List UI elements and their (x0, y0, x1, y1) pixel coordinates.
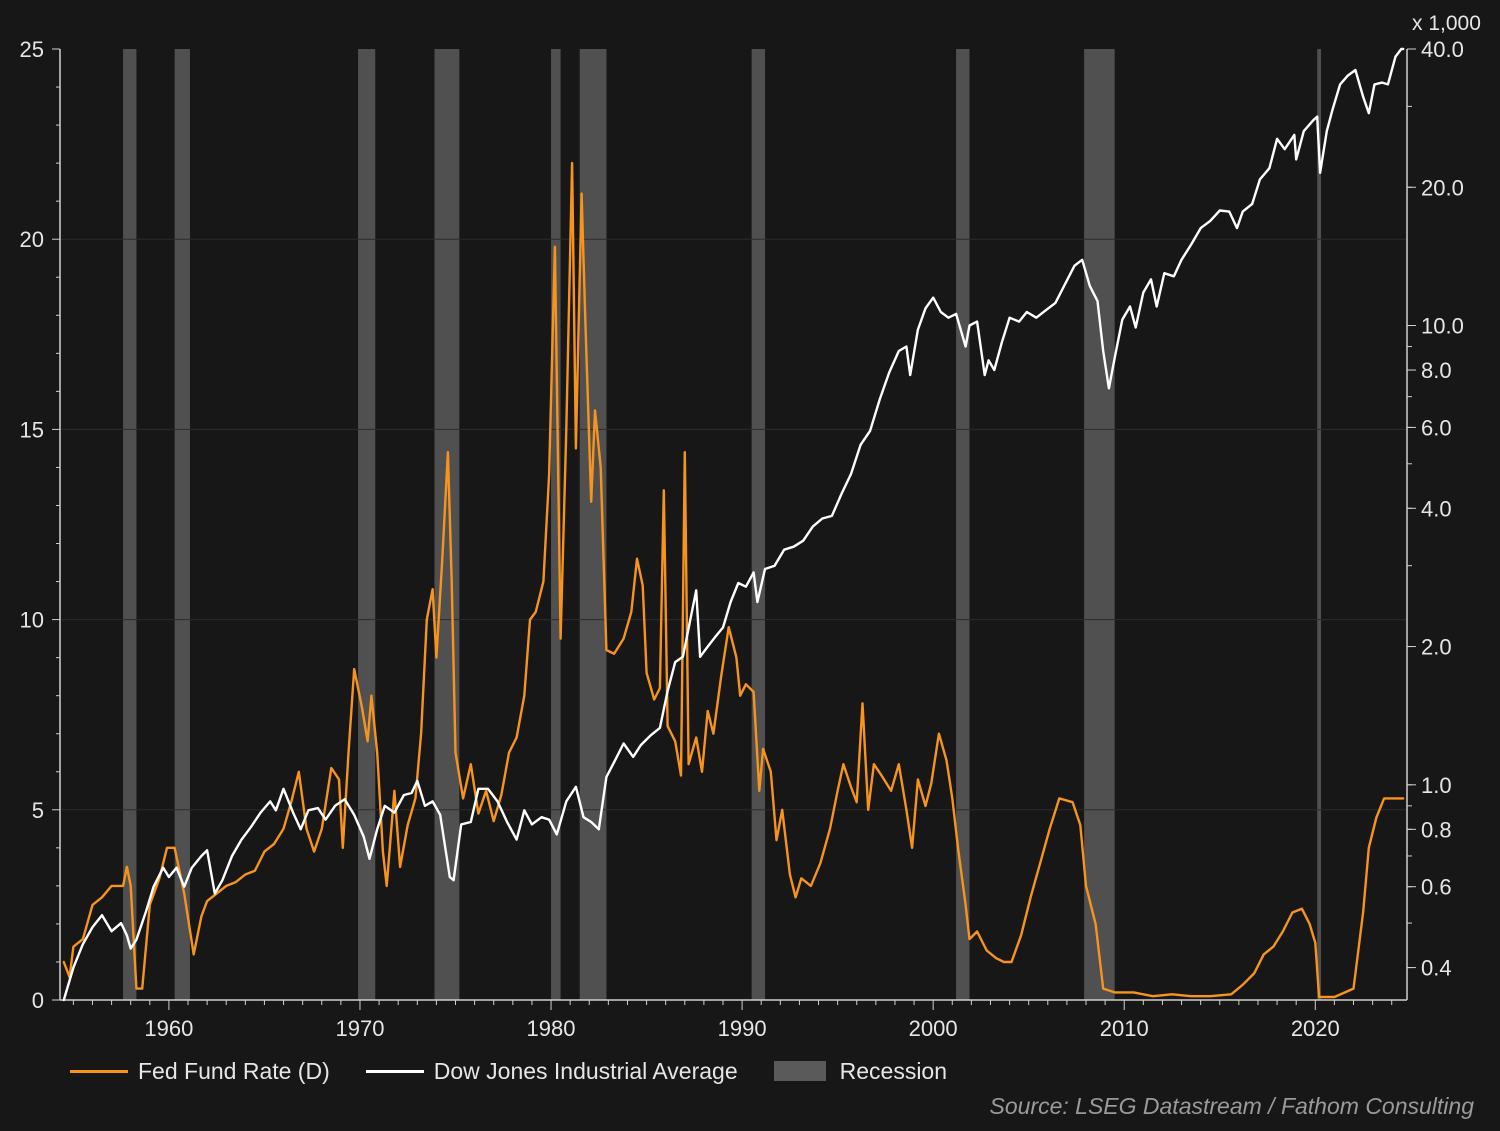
legend-label-recession: Recession (839, 1057, 948, 1084)
source-note: Source: LSEG Datastream / Fathom Consult… (989, 1093, 1475, 1119)
recession-band-0 (123, 49, 137, 1000)
x-tick-label-1980: 1980 (527, 1016, 576, 1041)
right-tick-label-8.0: 8.0 (1421, 358, 1452, 383)
right-tick-label-0.8: 0.8 (1421, 817, 1452, 842)
recession-band-1 (174, 49, 190, 1000)
legend-swatch-recession (773, 1061, 826, 1081)
gridlines (60, 238, 1407, 811)
recession-band-8 (1084, 49, 1115, 1000)
series-dow-jones-line (62, 47, 1405, 1002)
legend-label-fed-funds: Fed Fund Rate (D) (138, 1057, 330, 1084)
x-tick-label-2020: 2020 (1291, 1016, 1340, 1041)
right-tick-label-2.0: 2.0 (1421, 635, 1452, 660)
recession-band-4 (551, 49, 561, 1000)
right-tick-label-20.0: 20.0 (1421, 175, 1464, 200)
recession-band-3 (434, 49, 460, 1000)
left-tick-label-15: 15 (20, 417, 44, 442)
x-tick-label-1990: 1990 (718, 1016, 767, 1041)
left-tick-label-20: 20 (20, 227, 44, 252)
x-tick-label-2000: 2000 (909, 1016, 958, 1041)
recession-band-9 (1317, 49, 1322, 1000)
axes: 0 5 10 15 20 25 0.4 0.6 0.8 1.0 2.0 4.0 6.0 8.0 10.0 20… (20, 37, 1464, 1041)
left-tick-label-10: 10 (20, 608, 44, 633)
x-tick-label-1960: 1960 (144, 1016, 193, 1041)
left-tick-label-5: 5 (32, 798, 44, 823)
right-tick-label-0.6: 0.6 (1421, 875, 1452, 900)
x-tick-label-1970: 1970 (335, 1016, 384, 1041)
legend: Fed Fund Rate (D) Dow Jones Industrial A… (70, 1055, 983, 1087)
recession-bands (123, 49, 1322, 1000)
left-tick-label-25: 25 (20, 37, 44, 62)
series-fed-funds-line (62, 161, 1405, 999)
legend-label-dow-jones: Dow Jones Industrial Average (433, 1057, 738, 1084)
recession-band-6 (751, 49, 766, 1000)
left-tick-label-0: 0 (32, 988, 44, 1013)
x-tick-label-2010: 2010 (1100, 1016, 1149, 1041)
right-tick-label-40.0: 40.0 (1421, 37, 1464, 62)
legend-item-fed-funds: Fed Fund Rate (D) (70, 1058, 330, 1085)
recession-band-2 (358, 49, 376, 1000)
legend-item-recession: Recession (773, 1057, 948, 1085)
series-group (62, 47, 1405, 1002)
recession-band-7 (956, 49, 970, 1000)
right-tick-label-1.0: 1.0 (1421, 773, 1452, 798)
legend-swatch-fed-funds (70, 1069, 128, 1073)
legend-swatch-dow-jones (365, 1069, 424, 1073)
right-axis-unit: x 1,000 (1412, 12, 1481, 35)
right-tick-label-4.0: 4.0 (1421, 496, 1452, 521)
right-tick-label-0.4: 0.4 (1421, 956, 1452, 981)
right-tick-label-6.0: 6.0 (1421, 415, 1452, 440)
right-tick-label-10.0: 10.0 (1421, 314, 1464, 339)
legend-item-dow-jones: Dow Jones Industrial Average (365, 1057, 738, 1085)
